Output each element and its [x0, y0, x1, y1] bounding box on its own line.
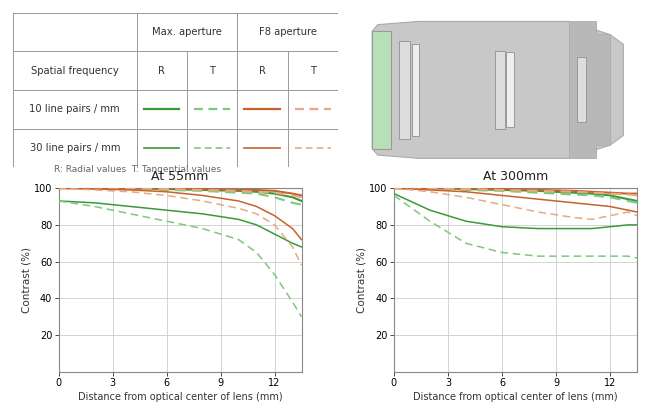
Y-axis label: Contrast (%): Contrast (%)	[21, 247, 31, 313]
Polygon shape	[372, 31, 391, 148]
Text: F8 aperture: F8 aperture	[259, 27, 317, 37]
X-axis label: Distance from optical center of lens (mm): Distance from optical center of lens (mm…	[413, 393, 618, 403]
Text: R: R	[259, 66, 266, 76]
Bar	[412, 44, 419, 135]
Text: R: Radial values  T: Tangential values: R: Radial values T: Tangential values	[55, 165, 221, 174]
Title: At 300mm: At 300mm	[483, 170, 548, 183]
Bar	[577, 57, 586, 122]
Y-axis label: Contrast (%): Contrast (%)	[357, 247, 367, 313]
Title: At 55mm: At 55mm	[151, 170, 209, 183]
Polygon shape	[372, 21, 623, 158]
Text: Spatial frequency: Spatial frequency	[31, 66, 118, 76]
Bar	[506, 52, 514, 127]
Polygon shape	[569, 21, 610, 158]
Text: 30 line pairs / mm: 30 line pairs / mm	[29, 143, 120, 153]
Text: 10 line pairs / mm: 10 line pairs / mm	[29, 104, 120, 114]
Text: T: T	[309, 66, 316, 76]
Bar	[495, 51, 504, 129]
Bar	[400, 41, 410, 139]
Text: Max. aperture: Max. aperture	[152, 27, 222, 37]
Text: T: T	[209, 66, 215, 76]
Text: R: R	[158, 66, 165, 76]
X-axis label: Distance from optical center of lens (mm): Distance from optical center of lens (mm…	[78, 393, 282, 403]
